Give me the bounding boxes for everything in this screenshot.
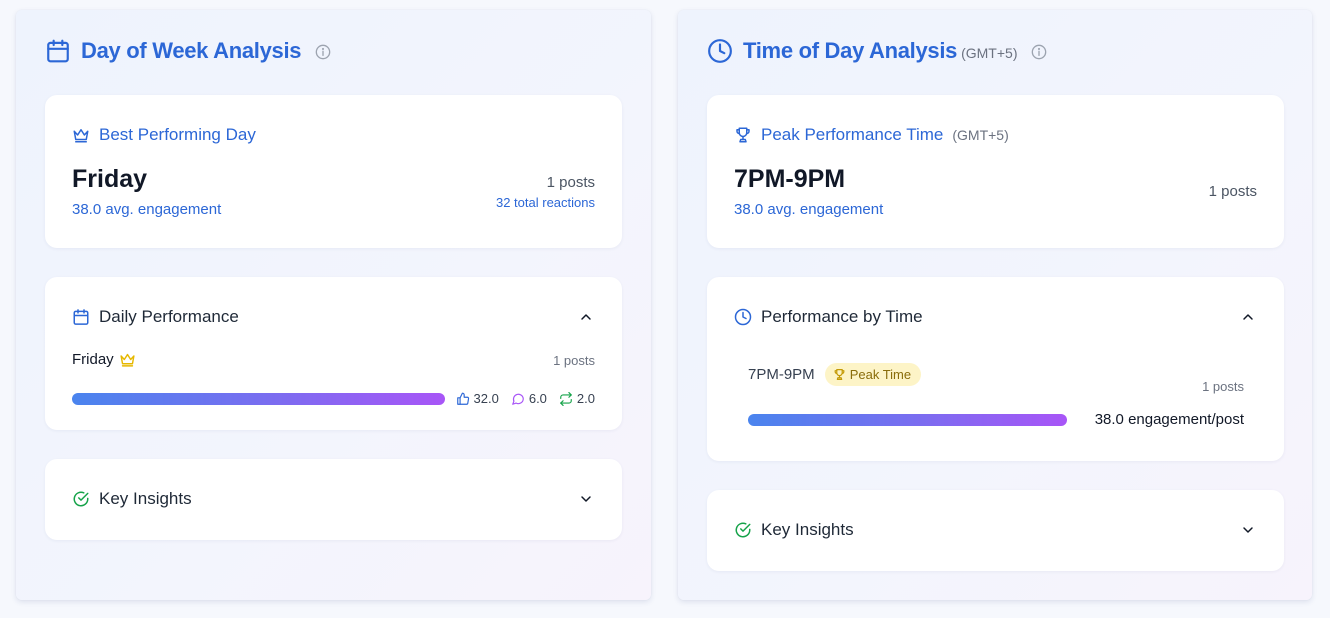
peak-time-stats: 1 posts [1209, 183, 1257, 200]
best-day-card: Best Performing Day Friday 38.0 avg. eng… [45, 95, 622, 248]
panel-title: Day of Week Analysis [81, 38, 302, 63]
time-panel-header: Time of Day Analysis (GMT+5) [707, 36, 1047, 66]
crown-icon [72, 126, 90, 144]
time-row-posts: 1 posts [1202, 379, 1244, 394]
likes-stat: 32.0 [456, 391, 499, 406]
chevron-down-icon[interactable] [1240, 522, 1256, 538]
daily-performance-header[interactable]: Daily Performance [72, 307, 239, 327]
day-row-posts: 1 posts [553, 353, 595, 368]
clock-icon [734, 308, 752, 326]
posts-count: 1 posts [546, 174, 595, 191]
best-day-value: Friday [72, 165, 148, 193]
time-row-label: 7PM-9PM Peak Time [748, 363, 922, 386]
crown-icon [119, 351, 136, 368]
day-name: Friday [72, 351, 114, 368]
time-of-day-panel: Time of Day Analysis (GMT+5) Peak Perfor… [678, 10, 1312, 600]
best-day-title-row: Best Performing Day [72, 125, 256, 145]
comments-stat: 6.0 [511, 391, 547, 406]
repost-icon [560, 391, 572, 406]
avg-engagement: 38.0 avg. engagement [734, 201, 884, 218]
check-circle-icon [734, 521, 752, 539]
time-slot: 7PM-9PM [748, 366, 815, 383]
day-row-stats: 32.0 6.0 2.0 [456, 391, 595, 406]
comment-icon [512, 393, 524, 405]
timezone-label: (GMT+5) [952, 127, 1009, 143]
calendar-icon [72, 308, 90, 326]
trophy-icon [834, 369, 845, 380]
engagement-per-post: 38.0 engagement/post [1094, 411, 1244, 428]
day-row-label: Friday [72, 351, 136, 368]
card-title: Best Performing Day [99, 125, 256, 144]
peak-time-title-row: Peak Performance Time (GMT+5) [734, 125, 1009, 145]
day-of-week-panel: Day of Week Analysis Best Performing Day… [16, 10, 651, 600]
day-key-insights-card[interactable]: Key Insights [45, 459, 622, 540]
chevron-down-icon[interactable] [578, 491, 594, 507]
trophy-icon [734, 126, 752, 144]
info-icon[interactable] [315, 44, 331, 60]
time-key-insights-card[interactable]: Key Insights [707, 490, 1284, 571]
card-title: Key Insights [99, 489, 192, 508]
performance-by-time-header[interactable]: Performance by Time [734, 307, 923, 327]
card-title: Performance by Time [761, 307, 923, 326]
posts-count: 1 posts [1208, 183, 1257, 200]
timezone-label: (GMT+5) [961, 45, 1018, 61]
shares-stat: 2.0 [559, 391, 595, 406]
avg-engagement: 38.0 avg. engagement [72, 201, 222, 218]
calendar-icon [45, 38, 71, 64]
likes-value: 32.0 [473, 391, 499, 406]
peak-time-badge: Peak Time [824, 363, 922, 386]
day-engagement-bar [72, 393, 445, 405]
check-circle-icon [72, 490, 90, 508]
time-engagement-bar [748, 414, 1067, 426]
chevron-up-icon[interactable] [1240, 309, 1256, 325]
day-panel-header: Day of Week Analysis [45, 36, 331, 66]
key-insights-header[interactable]: Key Insights [734, 520, 854, 540]
badge-label: Peak Time [849, 367, 912, 382]
total-reactions: 32 total reactions [495, 195, 595, 210]
clock-icon [707, 38, 733, 64]
card-title: Key Insights [761, 520, 854, 539]
card-title: Peak Performance Time [761, 125, 944, 144]
comments-value: 6.0 [528, 391, 547, 406]
daily-performance-card: Daily Performance Friday 1 posts 32.0 6.… [45, 277, 622, 430]
peak-time-value: 7PM-9PM [734, 165, 846, 193]
performance-by-time-card: Performance by Time 7PM-9PM Peak Time 1 … [707, 277, 1284, 461]
card-title: Daily Performance [99, 307, 239, 326]
best-day-stats: 1 posts 32 total reactions [496, 174, 595, 210]
chevron-up-icon[interactable] [578, 309, 594, 325]
info-icon[interactable] [1031, 44, 1047, 60]
thumbs-up-icon [456, 392, 469, 405]
shares-value: 2.0 [576, 391, 595, 406]
panel-title: Time of Day Analysis [743, 38, 958, 63]
peak-time-card: Peak Performance Time (GMT+5) 7PM-9PM 38… [707, 95, 1284, 248]
key-insights-header[interactable]: Key Insights [72, 489, 192, 509]
